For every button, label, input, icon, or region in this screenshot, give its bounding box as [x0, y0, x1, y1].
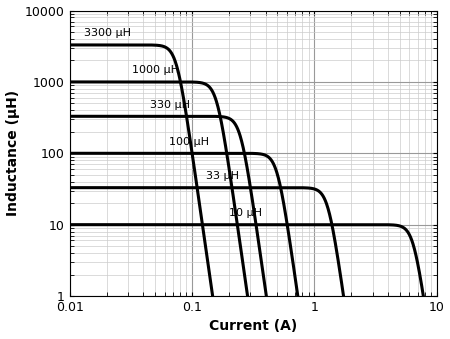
Text: 100 μH: 100 μH	[169, 137, 209, 147]
Text: 330 μH: 330 μH	[150, 100, 190, 110]
Text: 3300 μH: 3300 μH	[84, 28, 131, 38]
Text: 10 μH: 10 μH	[229, 208, 262, 218]
X-axis label: Current (A): Current (A)	[209, 319, 297, 334]
Y-axis label: Inductance (μH): Inductance (μH)	[5, 90, 19, 216]
Text: 1000 μH: 1000 μH	[131, 65, 179, 75]
Text: 33 μH: 33 μH	[206, 171, 239, 181]
